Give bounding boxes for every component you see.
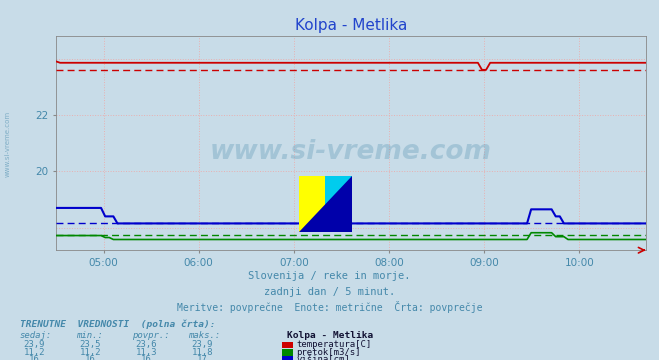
Text: 16: 16 (141, 355, 152, 360)
Text: www.si-vreme.com: www.si-vreme.com (5, 111, 11, 177)
Text: Slovenija / reke in morje.: Slovenija / reke in morje. (248, 271, 411, 281)
Text: 11,8: 11,8 (192, 348, 213, 357)
Text: Kolpa - Metlika: Kolpa - Metlika (287, 332, 373, 341)
Text: min.:: min.: (76, 332, 103, 341)
Text: sedaj:: sedaj: (20, 332, 52, 341)
Bar (326, 176, 352, 232)
Text: 23,5: 23,5 (80, 341, 101, 350)
Text: višina[cm]: višina[cm] (297, 355, 351, 360)
Text: 16: 16 (29, 355, 40, 360)
Text: 23,9: 23,9 (24, 341, 45, 350)
Text: 11,2: 11,2 (80, 348, 101, 357)
Text: TRENUTNE  VREDNOSTI  (polna črta):: TRENUTNE VREDNOSTI (polna črta): (20, 319, 215, 329)
Text: www.si-vreme.com: www.si-vreme.com (210, 139, 492, 165)
Text: 16: 16 (85, 355, 96, 360)
Text: povpr.:: povpr.: (132, 332, 169, 341)
Polygon shape (299, 176, 352, 232)
Bar (299, 176, 326, 232)
Text: Meritve: povprečne  Enote: metrične  Črta: povprečje: Meritve: povprečne Enote: metrične Črta:… (177, 301, 482, 314)
Text: pretok[m3/s]: pretok[m3/s] (297, 348, 361, 357)
Text: temperatura[C]: temperatura[C] (297, 341, 372, 350)
Title: Kolpa - Metlika: Kolpa - Metlika (295, 18, 407, 33)
Text: maks.:: maks.: (188, 332, 220, 341)
Text: 11,3: 11,3 (136, 348, 157, 357)
Text: 11,2: 11,2 (24, 348, 45, 357)
Text: 23,6: 23,6 (136, 341, 157, 350)
Text: 17: 17 (197, 355, 208, 360)
Text: 23,9: 23,9 (192, 341, 213, 350)
Text: zadnji dan / 5 minut.: zadnji dan / 5 minut. (264, 287, 395, 297)
